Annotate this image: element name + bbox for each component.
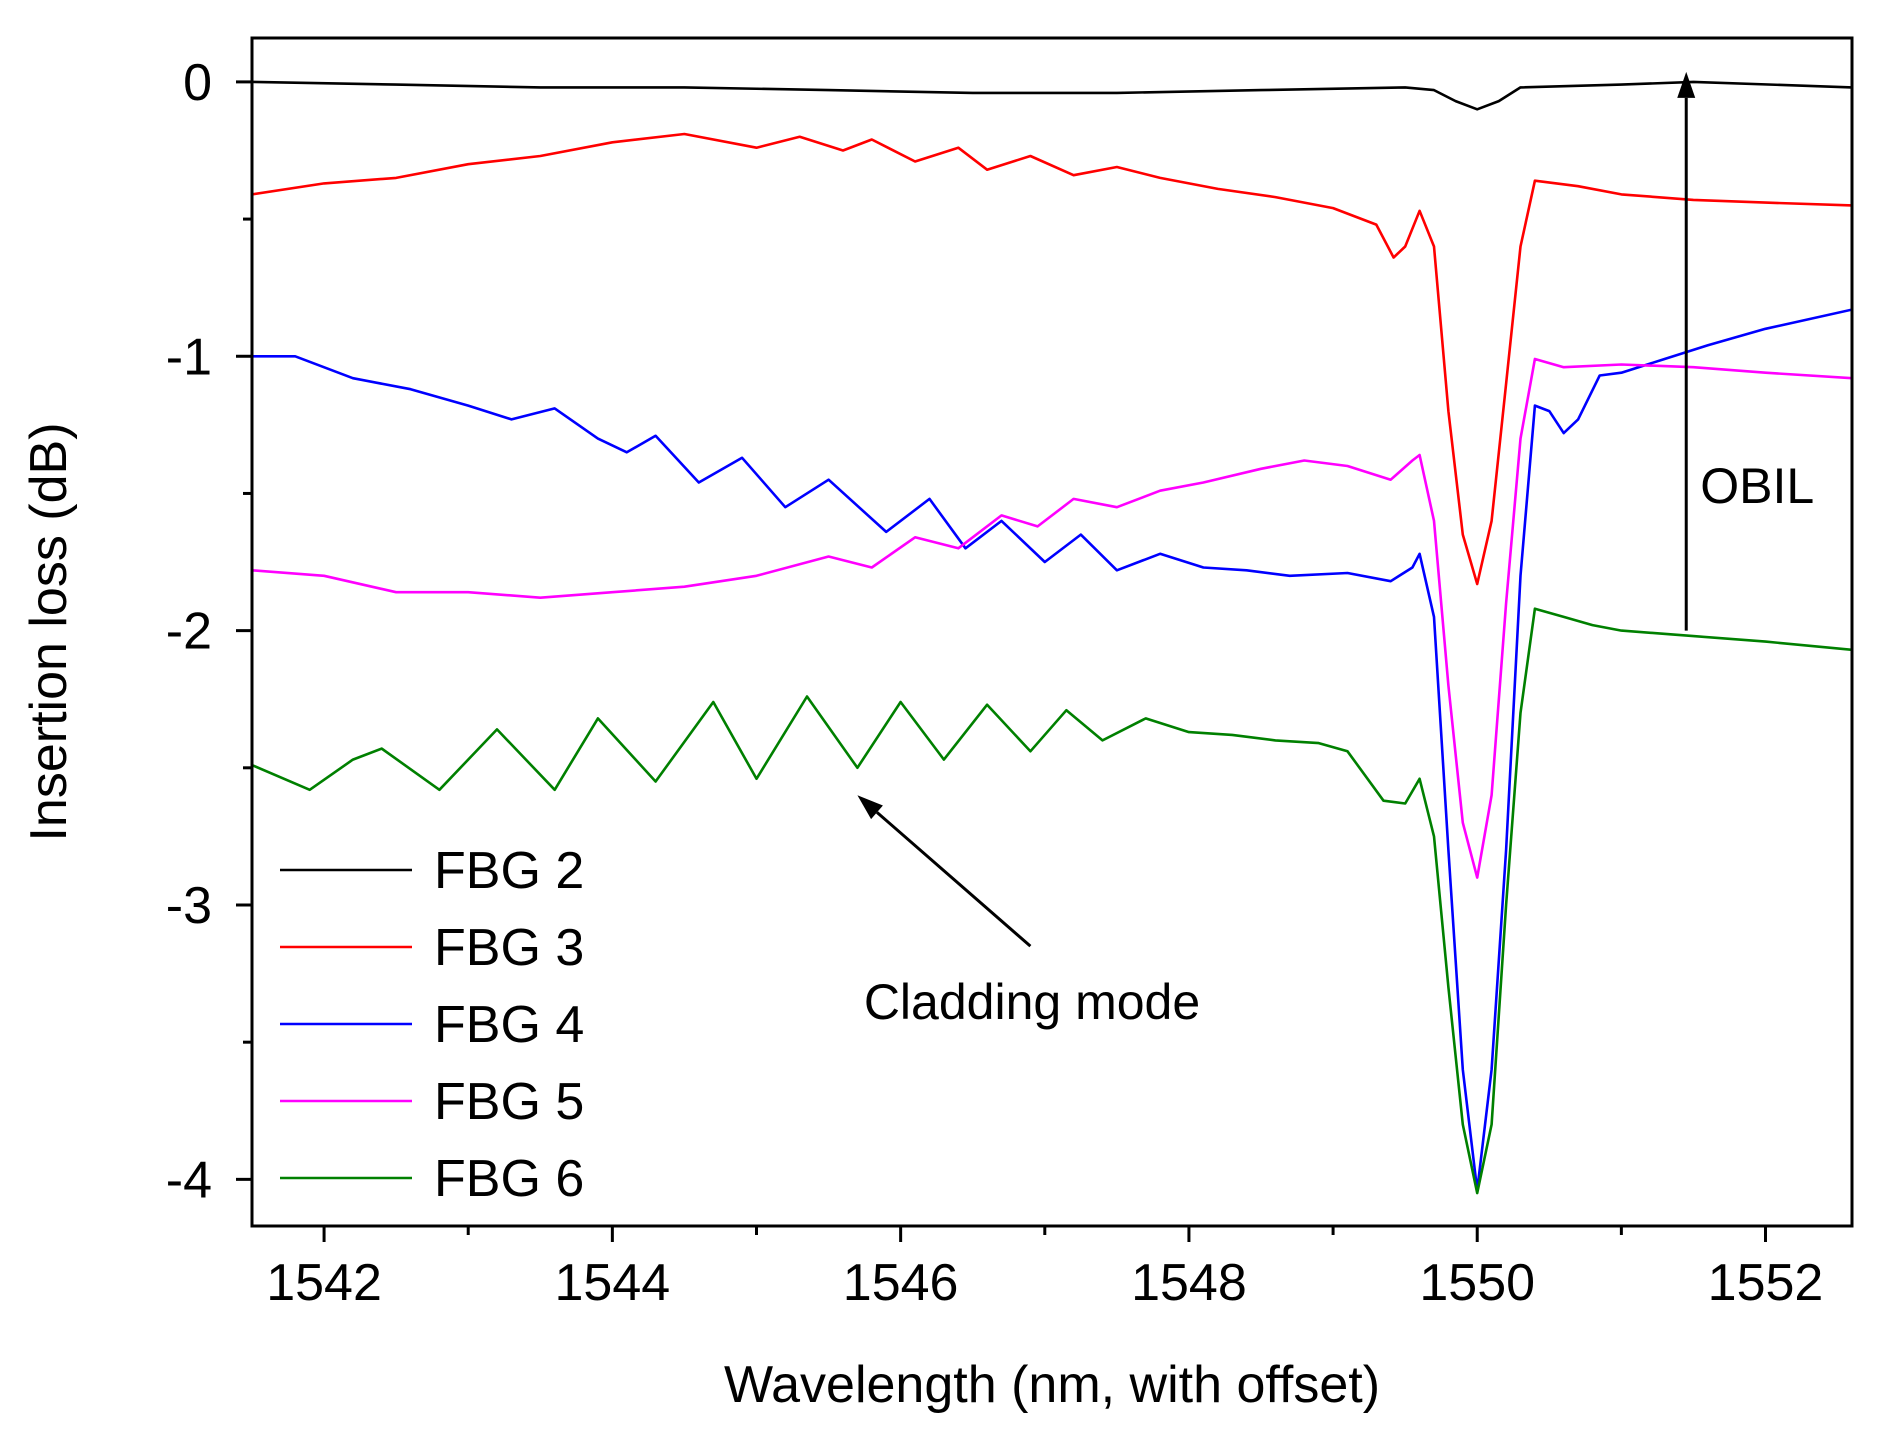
ticks-layer: 1542 1544 1546 1548 1550 1552 0 -1 -2 -3 -4 xyxy=(166,54,1824,1312)
y-tick-label: -4 xyxy=(166,1151,212,1209)
y-axis-title: Insertion loss (dB) xyxy=(20,422,78,841)
series-layer xyxy=(252,80,1852,1195)
x-tick-label: 1548 xyxy=(1131,1254,1247,1312)
obil-arrow xyxy=(1677,71,1696,631)
legend-label-fbg-2: FBG 2 xyxy=(434,842,584,900)
cladding-mode-label: Cladding mode xyxy=(864,974,1200,1030)
cladding-mode-arrow xyxy=(857,795,1032,948)
annotation-layer: OBIL Cladding mode xyxy=(857,71,1814,1030)
x-tick-label: 1552 xyxy=(1708,1254,1824,1312)
series-line-fbg-4 xyxy=(252,308,1852,1192)
x-tick-label: 1542 xyxy=(266,1254,382,1312)
y-tick-label: -3 xyxy=(166,877,212,935)
x-tick-label: 1544 xyxy=(555,1254,671,1312)
series-line-fbg-2 xyxy=(252,80,1852,111)
y-tick-label: -1 xyxy=(166,328,212,386)
plot-frame xyxy=(250,36,1854,1228)
y-tick-label: -2 xyxy=(166,603,212,661)
obil-label: OBIL xyxy=(1700,458,1814,514)
x-tick-label: 1550 xyxy=(1419,1254,1535,1312)
series-line-fbg-6 xyxy=(252,607,1852,1195)
x-tick-label: 1546 xyxy=(843,1254,959,1312)
y-tick-label: 0 xyxy=(183,54,212,112)
legend-label-fbg-4: FBG 4 xyxy=(434,996,584,1054)
legend-label-fbg-3: FBG 3 xyxy=(434,919,584,977)
legend: FBG 2 FBG 3 FBG 4 FBG 5 FBG 6 xyxy=(280,842,584,1208)
legend-label-fbg-6: FBG 6 xyxy=(434,1150,584,1208)
series-line-fbg-5 xyxy=(252,357,1852,879)
series-line-fbg-3 xyxy=(252,132,1852,586)
legend-label-fbg-5: FBG 5 xyxy=(434,1073,584,1131)
x-axis-title: Wavelength (nm, with offset) xyxy=(724,1356,1380,1414)
